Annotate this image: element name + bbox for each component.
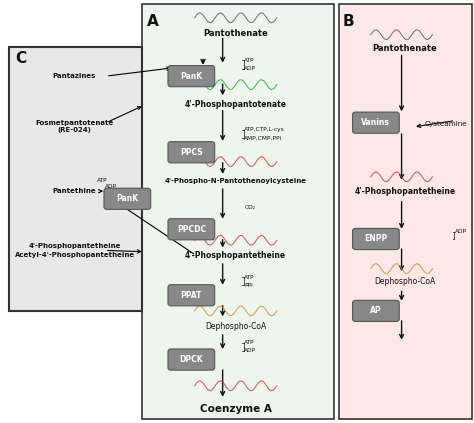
Text: DPCK: DPCK (180, 355, 203, 364)
Text: C: C (15, 51, 27, 66)
Text: PanK: PanK (180, 71, 202, 81)
Text: PPCS: PPCS (180, 148, 203, 157)
Text: Pantazines: Pantazines (53, 73, 96, 79)
Text: ADP: ADP (456, 229, 467, 234)
Text: PPCDC: PPCDC (177, 225, 206, 234)
Text: Fosmetpantotenate: Fosmetpantotenate (36, 120, 114, 126)
Text: ATP: ATP (244, 340, 255, 345)
Text: ADP: ADP (104, 184, 117, 190)
Text: Cysteamine: Cysteamine (425, 121, 467, 126)
Text: Dephospho-CoA: Dephospho-CoA (205, 322, 266, 331)
FancyBboxPatch shape (353, 228, 399, 250)
FancyBboxPatch shape (168, 349, 215, 370)
FancyBboxPatch shape (168, 219, 215, 240)
Text: 4'-Phosphopantetheine: 4'-Phosphopantetheine (354, 187, 456, 196)
Text: A: A (147, 14, 159, 28)
FancyBboxPatch shape (9, 47, 142, 311)
Text: Dephospho-CoA: Dephospho-CoA (374, 277, 436, 286)
Text: PPi: PPi (244, 283, 253, 288)
Text: ATP,CTP,L-cys: ATP,CTP,L-cys (244, 127, 285, 132)
FancyBboxPatch shape (142, 4, 334, 419)
Text: ADP: ADP (244, 348, 256, 353)
Text: (RE-024): (RE-024) (58, 127, 91, 133)
Text: Pantothenate: Pantothenate (203, 29, 268, 38)
Text: ENPP: ENPP (364, 234, 388, 244)
Text: ATP: ATP (244, 58, 255, 63)
FancyBboxPatch shape (168, 285, 215, 306)
Text: ATP: ATP (97, 178, 107, 183)
Text: 4'-Phosphopantotenate: 4'-Phosphopantotenate (185, 100, 287, 110)
Text: 4'-Phospho-N-Pantothenoylcysteine: 4'-Phospho-N-Pantothenoylcysteine (165, 178, 307, 184)
Text: PPAT: PPAT (181, 291, 202, 300)
Text: Coenzyme A: Coenzyme A (200, 404, 272, 415)
Text: ATP: ATP (244, 275, 255, 280)
Text: PanK: PanK (116, 194, 138, 203)
Text: 4'-Phosphopantetheine: 4'-Phosphopantetheine (28, 243, 121, 249)
FancyBboxPatch shape (353, 112, 399, 133)
Text: CO₂: CO₂ (244, 205, 255, 210)
FancyBboxPatch shape (338, 4, 472, 419)
Text: Pantothenate: Pantothenate (373, 44, 437, 53)
Text: Pantethine: Pantethine (53, 188, 96, 194)
Text: ADP: ADP (244, 66, 256, 71)
FancyBboxPatch shape (168, 142, 215, 163)
Text: 4'-Phosphopantetheine: 4'-Phosphopantetheine (185, 251, 286, 261)
Text: AP: AP (370, 306, 382, 316)
FancyBboxPatch shape (168, 66, 215, 87)
Text: AMP,CMP,PPi: AMP,CMP,PPi (244, 135, 282, 140)
FancyBboxPatch shape (104, 188, 151, 209)
Text: Acetyl-4'-Phosphopantetheine: Acetyl-4'-Phosphopantetheine (15, 252, 135, 258)
Text: B: B (342, 14, 354, 28)
Text: Vanins: Vanins (362, 118, 390, 127)
FancyBboxPatch shape (353, 300, 399, 321)
